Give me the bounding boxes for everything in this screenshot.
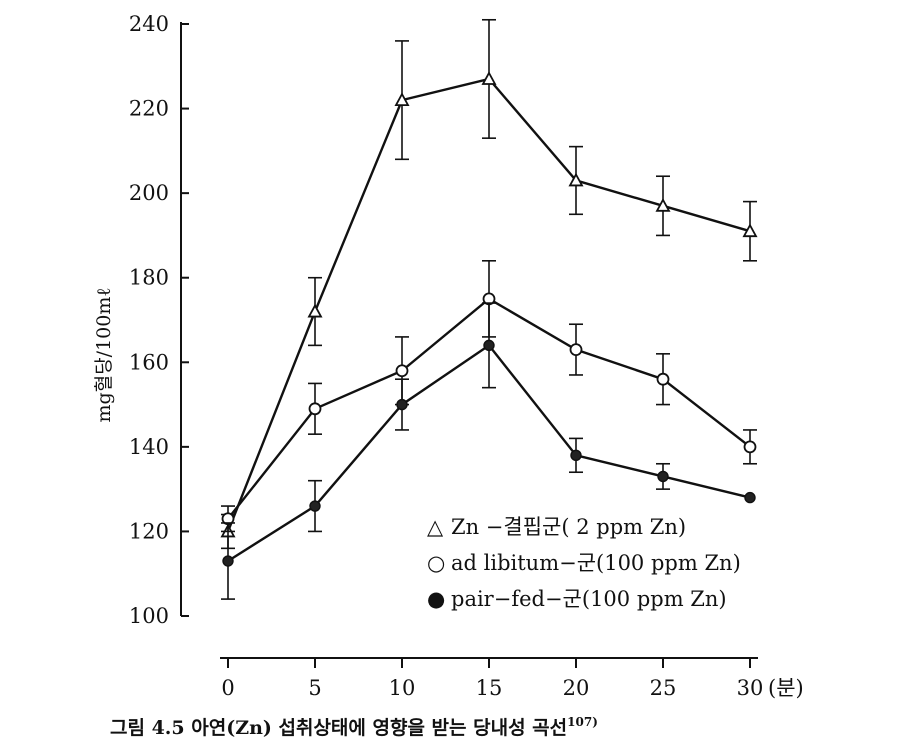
series-circle-open [221, 259, 757, 533]
x-tick-label-5: 5 [308, 676, 321, 700]
x-axis-ticks: 0 5 10 15 20 25 30 [221, 658, 763, 700]
figure-caption-ref: 107) [567, 715, 598, 729]
y-tick-label-220: 220 [129, 97, 169, 121]
data-series [220, 18, 758, 600]
legend-item-circle-filled: ● pair−fed−군(100 ppm Zn) [427, 587, 727, 611]
data-point-filled-circle [657, 470, 669, 483]
data-point-triangle [481, 71, 497, 85]
y-axis-label: mg혈당/100mℓ [93, 288, 115, 423]
data-point-open-circle [308, 402, 322, 416]
data-point-triangle [568, 172, 584, 187]
data-point-open-circle [569, 343, 583, 357]
legend-symbol-circle-open: ○ [427, 551, 445, 575]
data-point-open-circle [395, 364, 409, 378]
legend-symbol-triangle: △ [427, 515, 444, 539]
legend-item-circle-open: ○ ad libitum−군(100 ppm Zn) [427, 551, 741, 575]
y-tick-label-160: 160 [129, 350, 169, 374]
x-tick-label-25: 25 [650, 676, 677, 700]
y-tick-label-200: 200 [129, 181, 169, 205]
x-tick-label-0: 0 [221, 676, 234, 700]
figure-caption-text: 그림 4.5 아연(Zn) 섭취상태에 영향을 받는 당내성 곡선 [110, 717, 567, 739]
x-axis-unit: (분) [768, 676, 804, 700]
legend-item-triangle: △ Zn −결핍군( 2 ppm Zn) [427, 515, 686, 539]
legend-label-circle-filled: pair−fed−군(100 ppm Zn) [451, 587, 727, 611]
data-point-triangle [394, 92, 410, 107]
y-tick-label-180: 180 [129, 266, 169, 290]
data-point-filled-circle [222, 555, 234, 567]
data-point-filled-circle [396, 398, 408, 411]
data-point-triangle [307, 303, 323, 318]
y-tick-label-100: 100 [129, 604, 169, 628]
x-tick-label-15: 15 [476, 676, 503, 700]
x-tick-label-10: 10 [389, 676, 416, 700]
data-point-open-circle [656, 372, 670, 386]
x-tick-label-20: 20 [563, 676, 590, 700]
legend-label-circle-open: ad libitum−군(100 ppm Zn) [451, 551, 741, 575]
data-point-triangle [655, 197, 671, 212]
data-point-filled-circle [570, 449, 582, 462]
legend-label-triangle: Zn −결핍군( 2 ppm Zn) [451, 515, 686, 539]
data-point-triangle [742, 223, 758, 238]
data-point-filled-circle [744, 491, 756, 504]
x-tick-label-30: 30 [737, 676, 764, 700]
data-point-filled-circle [483, 339, 495, 352]
series-circle-filled [221, 302, 756, 600]
series-triangle [220, 18, 758, 550]
figure-caption: 그림 4.5 아연(Zn) 섭취상태에 영향을 받는 당내성 곡선107) [110, 715, 598, 739]
legend: △ Zn −결핍군( 2 ppm Zn)○ ad libitum−군(100 ppm… [427, 515, 741, 611]
y-tick-label-240: 240 [129, 12, 169, 36]
y-tick-label-140: 140 [129, 435, 169, 459]
legend-symbol-circle-filled: ● [427, 587, 445, 611]
data-point-filled-circle [309, 500, 321, 512]
y-axis-ticks: 100 120 140 160 180 200 220 240 [129, 12, 189, 628]
y-tick-label-120: 120 [129, 519, 169, 543]
data-point-open-circle [743, 440, 757, 454]
